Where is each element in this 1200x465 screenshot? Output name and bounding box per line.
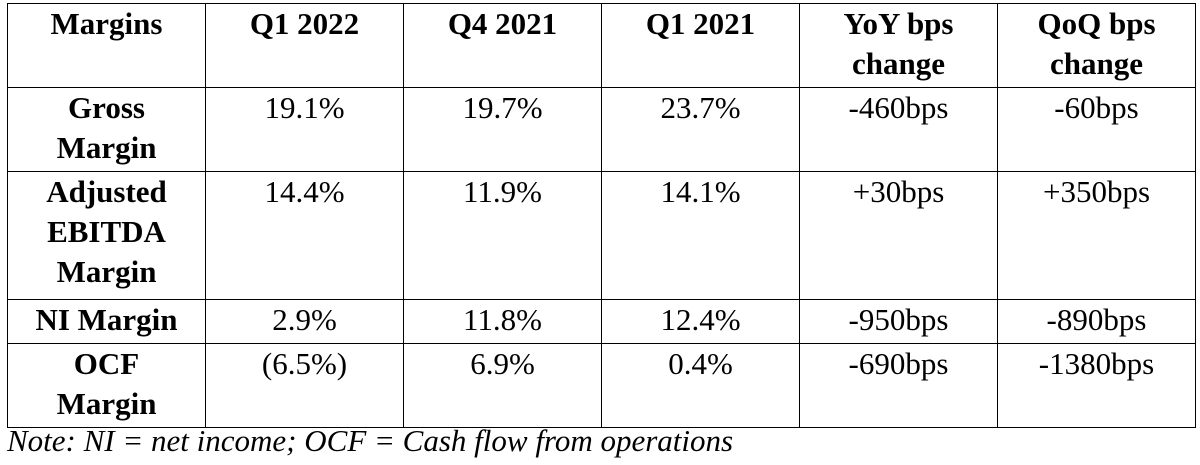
table-cell: -1380bps [997,343,1196,428]
table-cell: -890bps [997,299,1196,344]
table-cell: 23.7% [601,87,800,172]
row-label-line: Margin [56,130,157,165]
table-cell: 14.1% [601,171,800,300]
row-label-line: OCF [73,346,140,381]
header-q1-2022: Q1 2022 [205,3,404,88]
table-cell: (6.5%) [205,343,404,428]
table-cell: +30bps [799,171,998,300]
row-label-line: Adjusted [46,174,167,209]
row-label-line: Margin [56,254,157,289]
header-yoy-line-1: YoY bps [843,6,954,41]
header-qoq-line-2: change [1050,46,1143,81]
table-row: NI Margin 2.9% 11.8% 12.4% -950bps -890b… [7,299,1196,344]
header-q1-2021: Q1 2021 [601,3,800,88]
table-header-row: Margins Q1 2022 Q4 2021 Q1 2021 YoY bps … [7,3,1196,88]
table-cell: 14.4% [205,171,404,300]
row-label-gross-margin: Gross Margin [7,87,206,172]
table-row: OCF Margin (6.5%) 6.9% 0.4% -690bps -138… [7,343,1196,428]
table-row: Gross Margin 19.1% 19.7% 23.7% -460bps -… [7,87,1196,172]
row-label-line: Margin [56,386,157,421]
margins-table: Margins Q1 2022 Q4 2021 Q1 2021 YoY bps … [7,3,1196,428]
header-yoy-line-2: change [852,46,945,81]
table-cell: 19.1% [205,87,404,172]
table-cell: -690bps [799,343,998,428]
table-cell: -950bps [799,299,998,344]
row-label-line: Gross [68,90,145,125]
table-cell: 12.4% [601,299,800,344]
header-q4-2021: Q4 2021 [403,3,602,88]
row-label-adjusted-ebitda-margin: Adjusted EBITDA Margin [7,171,206,300]
row-label-line: EBITDA [47,214,166,249]
table-cell: -60bps [997,87,1196,172]
header-qoq-bps-change: QoQ bps change [997,3,1196,88]
table-cell: 19.7% [403,87,602,172]
table-row: Adjusted EBITDA Margin 14.4% 11.9% 14.1%… [7,171,1196,300]
table-cell: 11.8% [403,299,602,344]
table-cell: 2.9% [205,299,404,344]
row-label-line: NI Margin [35,302,178,337]
table-cell: -460bps [799,87,998,172]
row-label-ocf-margin: OCF Margin [7,343,206,428]
table-cell: 11.9% [403,171,602,300]
footnote: Note: NI = net income; OCF = Cash flow f… [7,423,734,458]
table-cell: +350bps [997,171,1196,300]
table-cell: 0.4% [601,343,800,428]
table-cell: 6.9% [403,343,602,428]
header-qoq-line-1: QoQ bps [1037,6,1156,41]
row-label-ni-margin: NI Margin [7,299,206,344]
header-yoy-bps-change: YoY bps change [799,3,998,88]
header-margins: Margins [7,3,206,88]
